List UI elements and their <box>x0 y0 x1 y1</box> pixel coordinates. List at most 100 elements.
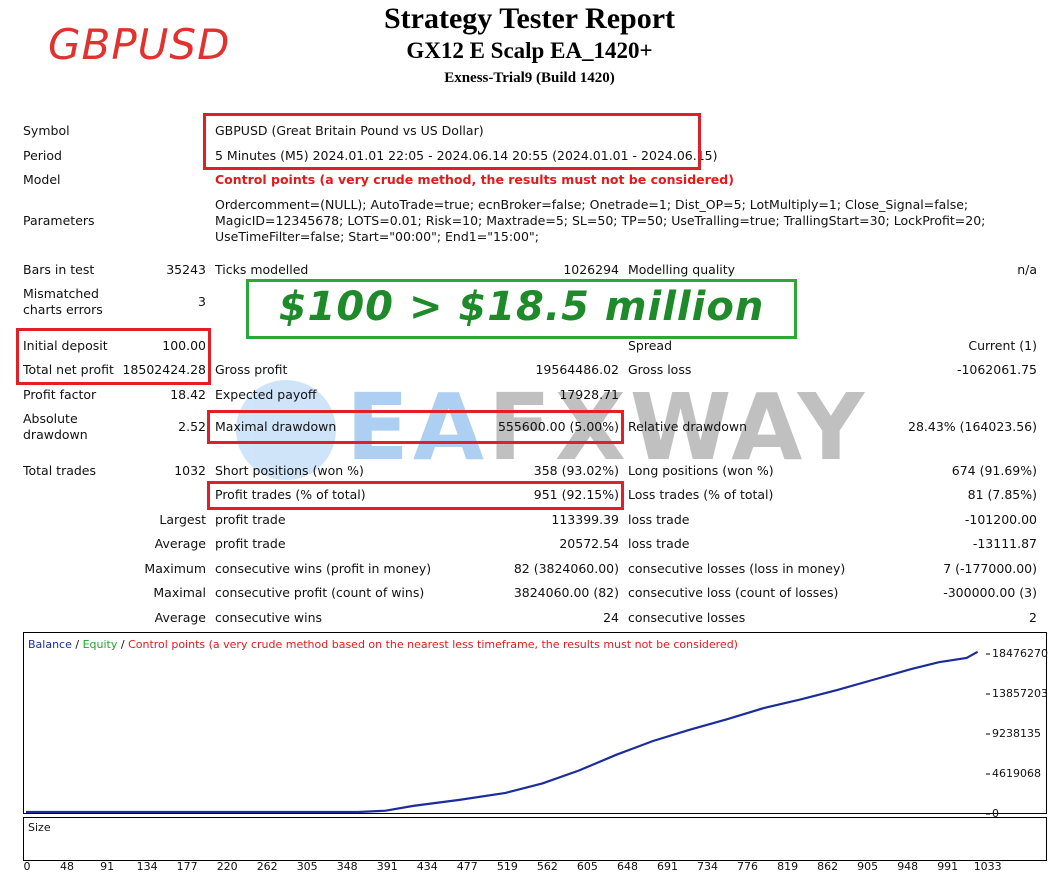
maximal-profit-label: consecutive profit (count of wins) <box>215 585 425 600</box>
promo-banner: $100 > $18.5 million <box>246 279 797 339</box>
ticks-value: 1026294 <box>563 262 619 277</box>
x-tick-label: 91 <box>100 860 115 873</box>
largest-loss-label: loss trade <box>628 512 690 527</box>
total-trades-value: 1032 <box>174 463 206 478</box>
x-tick-label: 519 <box>496 860 518 873</box>
x-tick-label: 734 <box>697 860 718 873</box>
avg-cons-losses-value: 2 <box>1029 610 1037 625</box>
mismatched-label-2: charts errors <box>23 302 103 317</box>
symbol-value: GBPUSD (Great Britain Pound vs US Dollar… <box>215 123 484 138</box>
legend-separator: / <box>117 638 129 651</box>
largest-loss-value: -101200.00 <box>964 512 1037 527</box>
balance-line <box>26 650 979 814</box>
average-profit-label: profit trade <box>215 536 286 551</box>
ticks-label: Ticks modelled <box>215 262 309 277</box>
abs-drawdown-value: 2.52 <box>178 419 206 434</box>
legend-balance: Balance <box>28 638 72 651</box>
size-chart-frame <box>23 817 1047 861</box>
size-label: Size <box>28 821 51 834</box>
profit-trades-label: Profit trades (% of total) <box>215 487 366 502</box>
model-label: Model <box>23 172 61 187</box>
average-2-label: Average <box>154 610 206 625</box>
net-profit-label: Total net profit <box>23 362 114 377</box>
parameters-line: Ordercomment=(NULL); AutoTrade=true; ecn… <box>215 197 969 212</box>
balance-chart-frame <box>23 632 1047 814</box>
loss-trades-value: 81 (7.85%) <box>967 487 1037 502</box>
rel-drawdown-label: Relative drawdown <box>628 419 748 434</box>
short-positions-label: Short positions (won %) <box>215 463 364 478</box>
expected-payoff-value: 17928.71 <box>559 387 619 402</box>
x-tick-label: 648 <box>617 860 638 873</box>
server-build: Exness-Trial9 (Build 1420) <box>444 70 615 86</box>
largest-profit-value: 113399.39 <box>551 512 619 527</box>
report-subtitle: GX12 E Scalp EA_1420+ <box>406 38 653 63</box>
maximal-label: Maximal <box>153 585 206 600</box>
x-tick-label: 991 <box>937 860 959 873</box>
x-tick-label: 0 <box>23 860 31 873</box>
bars-value: 35243 <box>166 262 206 277</box>
x-tick-label: 48 <box>60 860 74 873</box>
x-tick-label: 220 <box>216 860 238 873</box>
avg-cons-losses-label: consecutive losses <box>628 610 746 625</box>
y-tick-label: 4619068 <box>992 767 1041 780</box>
pair-tag: GBPUSD <box>48 20 231 69</box>
report-title: Strategy Tester Report <box>383 2 676 35</box>
largest-label: Largest <box>159 512 206 527</box>
model-value: Control points (a very crude method, the… <box>215 172 734 187</box>
average-label: Average <box>154 536 206 551</box>
max-cons-wins-value: 82 (3824060.00) <box>513 561 619 576</box>
profit-factor-label: Profit factor <box>23 387 97 402</box>
max-cons-losses-label: consecutive losses (loss in money) <box>628 561 846 576</box>
symbol-label: Symbol <box>23 123 70 138</box>
x-tick-label: 819 <box>777 860 799 873</box>
abs-drawdown-label-2: drawdown <box>23 427 88 442</box>
short-positions-value: 358 (93.02%) <box>533 463 619 478</box>
maximal-loss-label: consecutive loss (count of losses) <box>628 585 839 600</box>
avg-cons-wins-value: 24 <box>603 610 619 625</box>
average-loss-label: loss trade <box>628 536 690 551</box>
long-positions-value: 674 (91.69%) <box>951 463 1037 478</box>
y-tick-label: 13857203 <box>992 687 1048 700</box>
average-profit-value: 20572.54 <box>559 536 619 551</box>
max-cons-losses-value: 7 (-177000.00) <box>943 561 1037 576</box>
expected-payoff-label: Expected payoff <box>215 387 317 402</box>
spread-label: Spread <box>628 338 673 353</box>
x-tick-label: 948 <box>897 860 919 873</box>
max-drawdown-value: 555600.00 (5.00%) <box>497 419 619 434</box>
x-tick-label: 434 <box>416 860 438 873</box>
x-tick-label: 305 <box>296 860 318 873</box>
avg-cons-wins-label: consecutive wins <box>215 610 323 625</box>
profit-trades-value: 951 (92.15%) <box>533 487 619 502</box>
x-tick-label: 862 <box>817 860 839 873</box>
x-tick-label: 348 <box>336 860 358 873</box>
x-tick-label: 562 <box>536 860 558 873</box>
gross-loss-value: -1062061.75 <box>956 362 1037 377</box>
legend-equity: Equity <box>82 638 118 651</box>
largest-profit-label: profit trade <box>215 512 286 527</box>
parameters-line: UseTimeFilter=false; Start="00:00"; End1… <box>215 229 539 244</box>
x-tick-label: 1033 <box>973 860 1002 873</box>
x-tick-label: 605 <box>576 860 598 873</box>
gross-profit-label: Gross profit <box>215 362 288 377</box>
average-loss-value: -13111.87 <box>972 536 1037 551</box>
x-tick-label: 262 <box>256 860 278 873</box>
x-tick-label: 177 <box>176 860 198 873</box>
profit-factor-value: 18.42 <box>170 387 206 402</box>
abs-drawdown-label: Absolute <box>23 411 78 426</box>
x-tick-label: 134 <box>136 860 158 873</box>
x-tick-label: 691 <box>657 860 678 873</box>
mismatched-label: Mismatched <box>23 286 99 301</box>
x-tick-label: 905 <box>857 860 879 873</box>
parameters-line: MagicID=12345678; LOTS=0.01; Risk=10; Ma… <box>215 213 986 228</box>
x-tick-label: 477 <box>456 860 478 873</box>
max-cons-wins-label: consecutive wins (profit in money) <box>215 561 432 576</box>
total-trades-label: Total trades <box>23 463 97 478</box>
y-tick-label: 9238135 <box>992 727 1041 740</box>
quality-label: Modelling quality <box>628 262 736 277</box>
chart-legend: Balance / Equity / Control points (a ver… <box>28 638 738 651</box>
maximal-profit-value: 3824060.00 (82) <box>513 585 619 600</box>
gross-loss-label: Gross loss <box>628 362 692 377</box>
y-tick-label: 0 <box>992 807 999 820</box>
quality-value: n/a <box>1017 262 1037 277</box>
